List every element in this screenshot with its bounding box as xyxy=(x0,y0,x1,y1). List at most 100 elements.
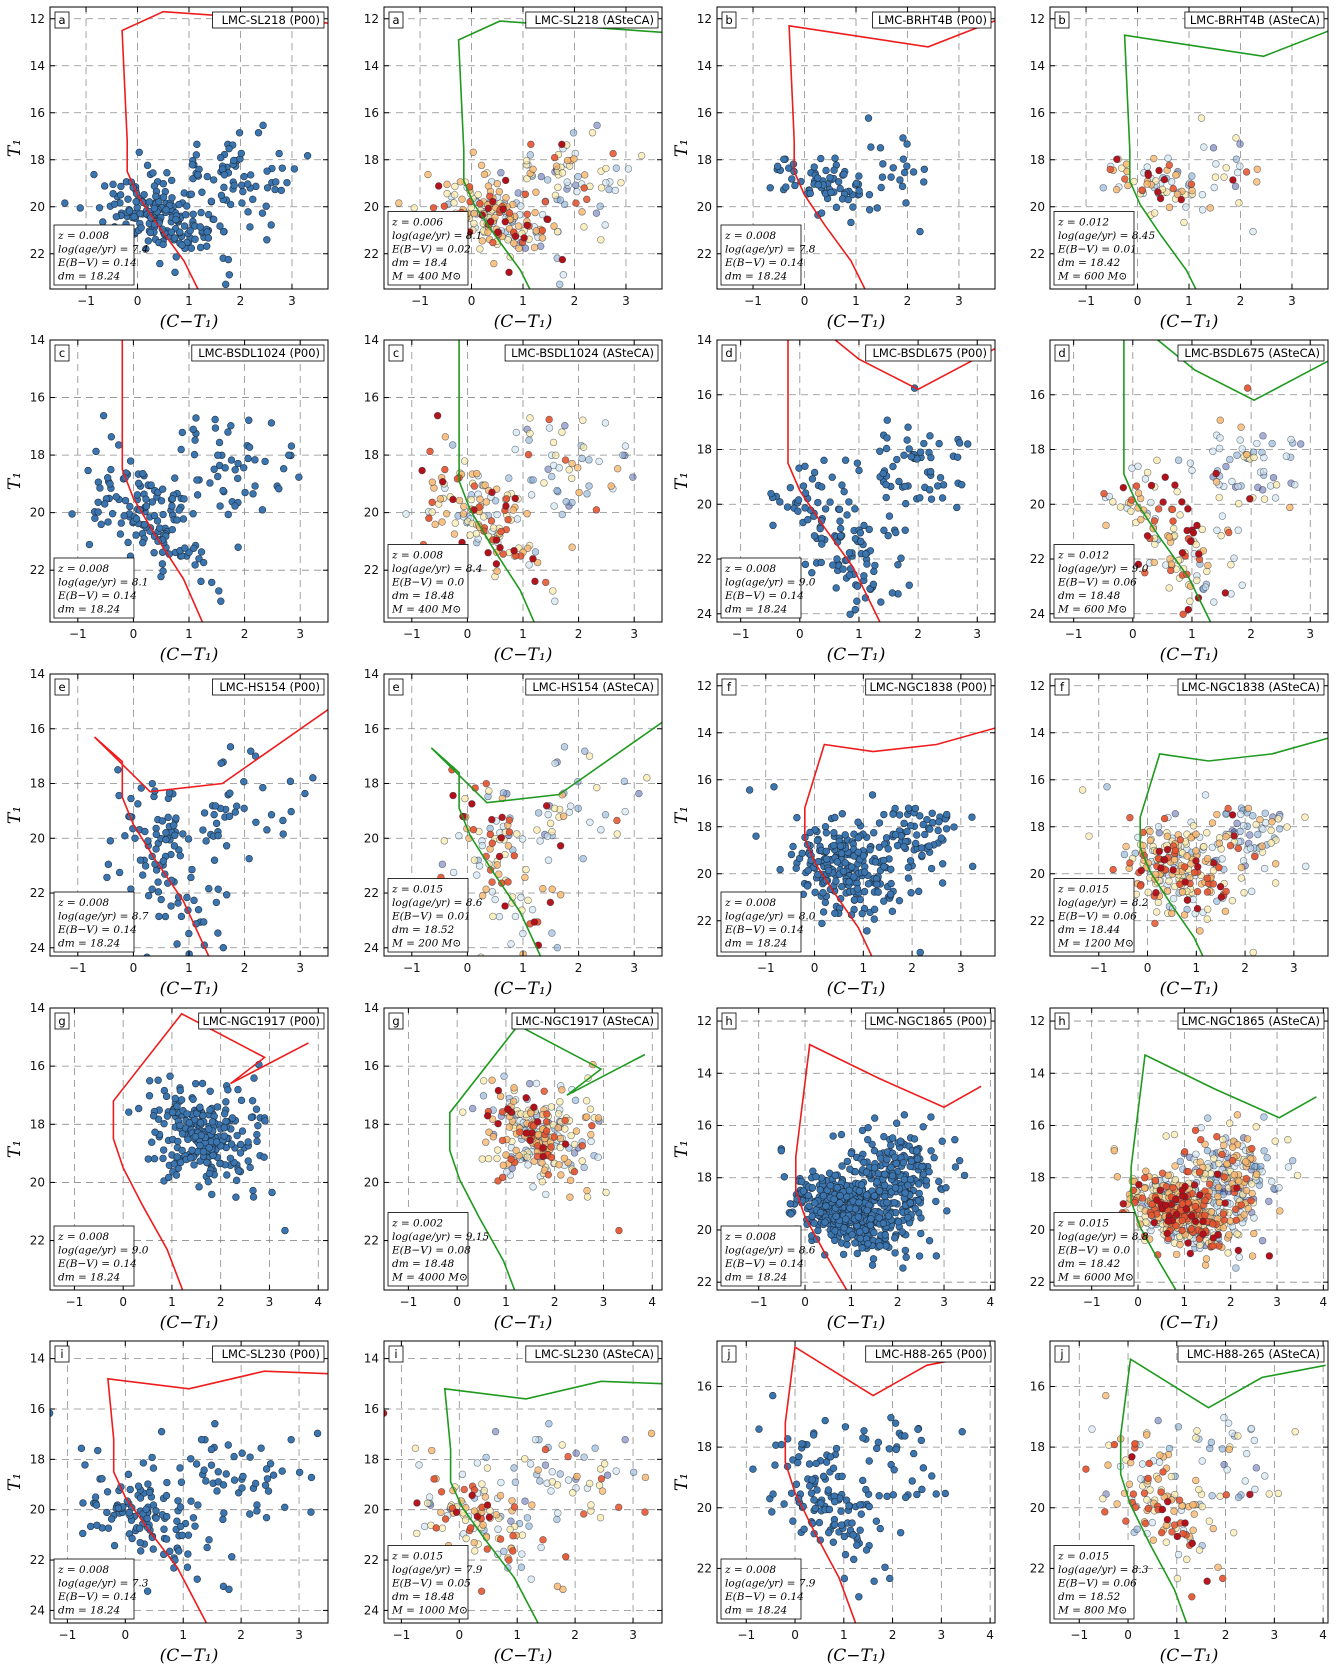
star-point xyxy=(487,217,495,226)
star-point xyxy=(898,182,907,191)
star-point xyxy=(187,244,196,252)
star-point xyxy=(159,240,167,249)
fit-param: dm = 18.4 xyxy=(392,257,448,269)
y-tick-label: 20 xyxy=(30,200,45,214)
star-point xyxy=(896,176,904,184)
star-point xyxy=(171,268,179,277)
star-point xyxy=(156,259,164,268)
star-point xyxy=(551,191,560,200)
star-point xyxy=(788,175,796,183)
star-point xyxy=(262,202,270,210)
star-point xyxy=(186,226,194,235)
star-point xyxy=(601,221,609,229)
star-point xyxy=(578,208,586,216)
fit-param: M = 400 M⊙ xyxy=(391,271,461,283)
x-tick-label: −1 xyxy=(744,294,762,308)
star-point xyxy=(570,155,578,163)
fit-param: z = 0.008 xyxy=(57,230,109,242)
star-point xyxy=(480,170,489,179)
y-axis-label: T₁ xyxy=(5,139,25,157)
star-point xyxy=(395,199,403,207)
star-point xyxy=(532,188,540,196)
star-point xyxy=(238,199,246,207)
star-point xyxy=(124,195,132,203)
star-point xyxy=(844,195,852,204)
star-point xyxy=(817,154,825,163)
x-tick-label: 2 xyxy=(904,294,912,308)
star-point xyxy=(150,204,159,213)
fit-params-box xyxy=(53,224,135,286)
star-point xyxy=(117,182,125,191)
star-point xyxy=(558,140,566,149)
star-point xyxy=(95,204,104,212)
star-point xyxy=(822,166,830,175)
y-tick-label: 18 xyxy=(697,153,712,167)
star-point xyxy=(493,179,502,188)
star-point xyxy=(263,167,271,175)
star-point xyxy=(216,153,225,162)
star-point xyxy=(550,222,558,230)
star-point xyxy=(780,155,788,163)
star-point xyxy=(249,195,257,204)
star-point xyxy=(187,190,196,198)
star-point xyxy=(827,188,835,197)
star-point xyxy=(836,184,844,193)
cluster-label-box xyxy=(212,11,325,29)
star-point xyxy=(220,183,228,192)
star-point xyxy=(523,221,531,229)
star-point xyxy=(865,206,874,214)
y-tick-label: 18 xyxy=(30,153,45,167)
star-point xyxy=(424,170,432,179)
star-point xyxy=(142,245,150,253)
star-point xyxy=(230,181,238,190)
star-point xyxy=(290,165,299,173)
star-point xyxy=(553,227,562,236)
star-point xyxy=(172,215,180,224)
fit-param: log(age/yr) = 7.4 xyxy=(58,244,148,256)
star-point xyxy=(159,179,168,188)
y-tick-label: 22 xyxy=(364,247,379,261)
star-point xyxy=(517,202,525,210)
star-point xyxy=(544,215,552,224)
x-tick-label: 0 xyxy=(134,294,142,308)
star-point xyxy=(611,186,619,195)
star-point xyxy=(191,235,199,243)
star-point xyxy=(168,194,176,202)
star-point xyxy=(876,144,885,152)
x-tick-label: 0 xyxy=(468,294,476,308)
star-point xyxy=(263,236,271,244)
star-point xyxy=(510,239,518,247)
star-point xyxy=(847,218,855,227)
y-tick-label: 22 xyxy=(30,247,45,261)
star-point xyxy=(198,188,206,196)
star-point xyxy=(443,189,451,198)
fit-params-box xyxy=(387,211,469,286)
star-point xyxy=(573,187,581,196)
star-point xyxy=(558,255,567,264)
star-point xyxy=(501,218,509,226)
star-point xyxy=(61,199,69,207)
star-point xyxy=(515,244,523,253)
star-point xyxy=(596,202,604,210)
star-point xyxy=(523,210,531,218)
star-point xyxy=(637,151,646,160)
star-point xyxy=(497,169,505,177)
star-point xyxy=(484,228,492,236)
star-point xyxy=(303,151,312,160)
x-tick-label: 1 xyxy=(519,294,527,308)
star-point xyxy=(499,205,507,213)
star-point xyxy=(135,148,143,157)
star-point xyxy=(204,210,213,219)
star-point xyxy=(505,209,514,217)
star-point xyxy=(849,203,857,211)
star-point xyxy=(207,197,216,205)
y-tick-label: 14 xyxy=(30,59,45,73)
y-tick-label: 18 xyxy=(364,153,379,167)
star-point xyxy=(229,156,238,165)
star-point xyxy=(538,226,547,235)
star-point xyxy=(109,189,117,198)
x-axis-label: (C−T₁) xyxy=(160,312,219,332)
star-point xyxy=(602,164,610,173)
star-point xyxy=(514,222,523,230)
